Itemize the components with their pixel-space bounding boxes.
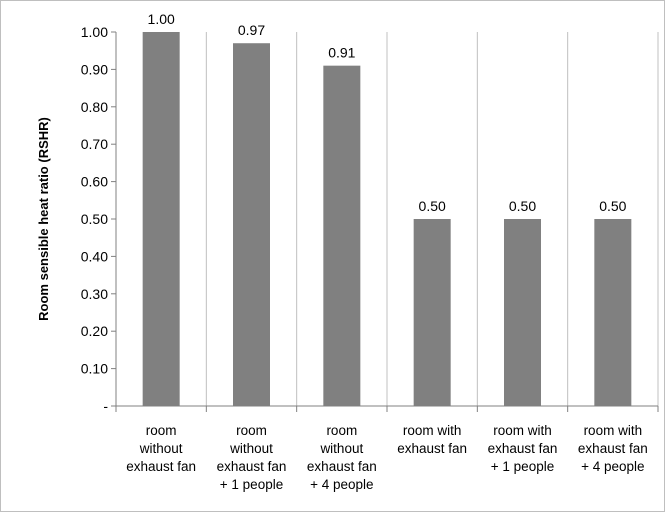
y-axis-title: Room sensible heat ratio (RSHR) — [36, 117, 51, 321]
data-label: 0.50 — [419, 198, 446, 214]
category-label: room without exhaust fan + 4 people — [307, 423, 377, 492]
y-tick-label: 0.10 — [81, 361, 108, 377]
y-tick-label: 0.90 — [81, 61, 108, 77]
y-tick-label: 0.30 — [81, 286, 108, 302]
category-label-line: exhaust fan — [578, 441, 648, 456]
bar — [323, 65, 361, 406]
y-tick-label: - — [103, 398, 108, 414]
category-label: room without exhaust fan + 1 people — [217, 423, 287, 492]
category-label-line: room — [146, 423, 177, 438]
category-label: room with exhaust fan — [397, 423, 467, 456]
category-label-line: exhaust fan — [397, 441, 467, 456]
category-label-line: room with — [403, 423, 462, 438]
category-label-line: room — [326, 423, 357, 438]
category-label-line: without — [139, 441, 183, 456]
category-label: room with exhaust fan + 1 people — [488, 423, 558, 474]
data-label: 0.50 — [599, 198, 626, 214]
category-label-line: + 4 people — [581, 459, 644, 474]
category-label-line: exhaust fan — [126, 459, 196, 474]
y-tick-label: 1.00 — [81, 24, 108, 40]
category-label-line: + 1 people — [220, 477, 283, 492]
y-tick-label: 0.60 — [81, 174, 108, 190]
y-tick-label: 0.40 — [81, 248, 108, 264]
data-label: 1.00 — [148, 11, 175, 27]
category-label-line: exhaust fan — [488, 441, 558, 456]
category-label-line: without — [319, 441, 363, 456]
category-label-line: room with — [584, 423, 643, 438]
y-tick-label: 0.80 — [81, 99, 108, 115]
category-label-line: + 1 people — [491, 459, 554, 474]
category-label-line: room with — [493, 423, 552, 438]
bar — [142, 32, 180, 406]
y-tick-label: 0.50 — [81, 211, 108, 227]
category-label: room with exhaust fan + 4 people — [578, 423, 648, 474]
category-label: room without exhaust fan — [126, 423, 196, 474]
data-label: 0.91 — [328, 45, 355, 61]
category-label-line: exhaust fan — [217, 459, 287, 474]
bar — [233, 43, 270, 406]
bar — [594, 219, 632, 406]
y-tick-label: 0.20 — [81, 323, 108, 339]
bar — [413, 219, 451, 406]
data-label: 0.50 — [509, 198, 536, 214]
data-label: 0.97 — [238, 22, 265, 38]
y-tick-label: 0.70 — [81, 136, 108, 152]
category-label-line: without — [229, 441, 273, 456]
category-label-line: + 4 people — [310, 477, 373, 492]
category-label-line: exhaust fan — [307, 459, 377, 474]
category-label-line: room — [236, 423, 267, 438]
bar — [504, 219, 541, 406]
